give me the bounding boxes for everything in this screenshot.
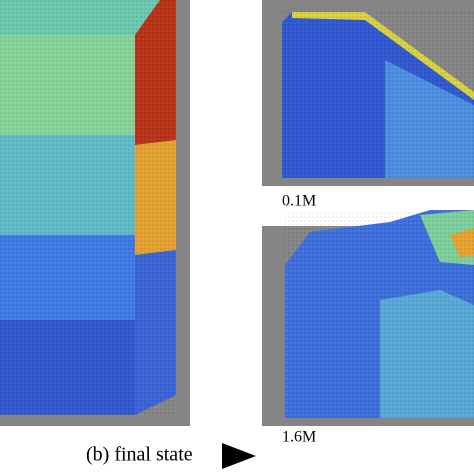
time-label: 0.1M [282, 193, 316, 210]
texture [285, 210, 474, 418]
right-top-panel [262, 0, 474, 186]
texture [0, 0, 176, 415]
right-bottom-panel [262, 210, 474, 426]
arrow [222, 443, 256, 469]
left-panel [0, 0, 190, 426]
texture [282, 12, 474, 178]
time-label: 1.6M [282, 429, 316, 446]
caption: (b) final state [86, 444, 193, 466]
